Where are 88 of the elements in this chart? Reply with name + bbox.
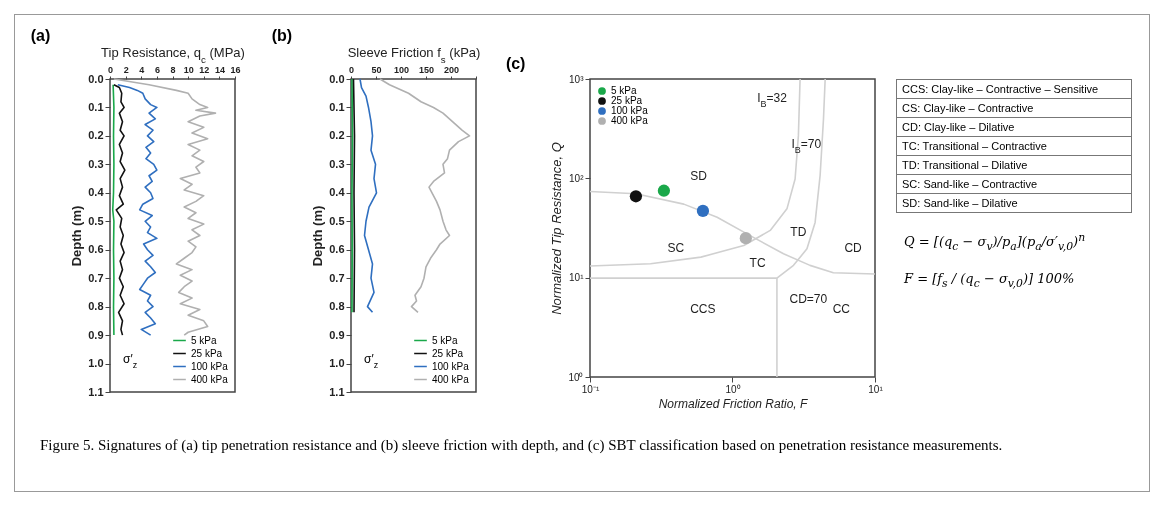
text: CCS: Clay-like – Contractive – Sensitive [896,79,1132,99]
y-tick-label: 0.0 [329,72,345,85]
legend-label: 5 kPa [191,334,218,346]
x-tick-label: 10⁻¹ [581,383,600,395]
annotation: I$_{B}$=32 [757,91,788,110]
y-tick-label: 1.1 [88,385,104,398]
chart-title: (b) [271,27,293,44]
x-tick-label: 200 [443,64,460,75]
x-tick-label: 12 [199,64,210,75]
text: Q = [(q$_{c}$ − σ$_{v}$)/p$_{a}$](p$_{a}$/σ′$_{v,0}$)$^{n}$ [904,231,1086,253]
y-axis-title: Depth (m) [310,205,326,267]
annotation: TD [790,224,807,239]
y-tick-label: 0.2 [329,129,345,142]
annotation: CD=70 [789,291,828,306]
y-tick-label: 0.6 [88,243,104,256]
text: TC: Transitional – Contractive [896,136,1132,156]
y-tick-label: 1.1 [329,385,345,398]
legend-label: 400 kPa [611,115,649,126]
y-tick-label: 0.3 [329,157,345,170]
y-tick-label: 10² [569,172,585,184]
chart-title: (a) [30,27,51,44]
legend-label: 400 kPa [432,373,470,385]
text: F = [f$_{s}$ / (q$_{c}$ − σ$_{v,0}$)] 100% [903,270,1076,290]
y-axis-title: Depth (m) [69,205,85,267]
y-tick-label: 0.7 [88,271,104,284]
chart-title: (c) [505,55,526,72]
annotation: SC [667,240,685,255]
legend-title: σ′$_{z}$ [364,352,379,370]
annotation: I$_{B}$=70 [791,137,822,156]
x-tick-label: 16 [230,64,241,75]
x-tick-label: 6 [154,64,160,75]
x-tick-label: 10 [183,64,194,75]
y-tick-label: 10⁰ [568,371,584,383]
x-axis-title: Normalized Friction Ratio, F [658,396,809,411]
caption: Figure 5. Signatures of (a) tip penetration resistance and (b) sleeve friction with depth, and (c) SBT classification based on penetration resistance measurements. [40,436,1004,455]
x-tick-label: 4 [139,64,145,75]
text: CD: Clay-like – Dilative [896,117,1132,137]
legend-label: 25 kPa [611,95,643,106]
text: TD: Transitional – Dilative [896,155,1132,175]
annotation: CD [844,240,863,255]
annotation: CC [832,302,851,317]
y-tick-label: 0.7 [329,271,345,284]
text: SC: Sand-like – Contractive [896,174,1132,194]
x-tick-label: 150 [418,64,435,75]
x-tick-label: 0 [348,64,355,75]
x-tick-label: 10⁰ [725,383,741,395]
y-tick-label: 0.4 [88,186,105,199]
x-tick-label: 10¹ [868,383,884,395]
y-tick-label: 0.8 [329,300,345,313]
legend-label: 100 kPa [191,360,229,372]
annotation: TC [749,256,766,271]
y-tick-label: 10¹ [569,272,585,284]
y-tick-label: 0.5 [329,214,345,227]
y-tick-label: 0.1 [88,100,104,113]
y-tick-label: 1.0 [88,357,104,370]
text: CS: Clay-like – Contractive [896,98,1132,118]
y-tick-label: 0.9 [329,328,345,341]
y-tick-label: 0.8 [88,300,104,313]
x-tick-label: 100 [393,64,410,75]
legend-label: 5 kPa [611,85,638,96]
legend-label: 25 kPa [432,347,464,359]
y-tick-label: 0.1 [329,100,345,113]
x-tick-label: 14 [214,64,225,75]
legend-label: 400 kPa [191,373,229,385]
x-tick-label: 50 [371,64,382,75]
y-tick-label: 0.6 [329,243,345,256]
x-axis-title: Sleeve Friction f$_{s}$ (kPa) [347,44,481,64]
x-tick-label: 2 [123,64,129,75]
annotation: CCS [690,302,716,317]
y-axis-title: Normalized Tip Resistance, Q [549,142,565,315]
y-tick-label: 0.4 [329,186,346,199]
legend-label: 25 kPa [191,347,223,359]
text: SD: Sand-like – Dilative [896,193,1132,213]
y-tick-label: 0.3 [88,157,104,170]
y-tick-label: 10³ [569,73,585,85]
y-tick-label: 0.9 [88,328,104,341]
x-axis-title: Tip Resistance, q$_{c}$ (MPa) [101,44,245,64]
y-tick-label: 0.2 [88,129,104,142]
y-tick-label: 1.0 [329,357,345,370]
x-tick-label: 0 [107,64,114,75]
annotation: SD [690,168,708,183]
legend-label: 100 kPa [611,105,649,116]
y-tick-label: 0.0 [88,72,104,85]
legend-label: 5 kPa [432,334,459,346]
y-tick-label: 0.5 [88,214,104,227]
legend-title: σ′$_{z}$ [123,352,138,370]
x-tick-label: 8 [170,64,176,75]
legend-label: 100 kPa [432,360,470,372]
